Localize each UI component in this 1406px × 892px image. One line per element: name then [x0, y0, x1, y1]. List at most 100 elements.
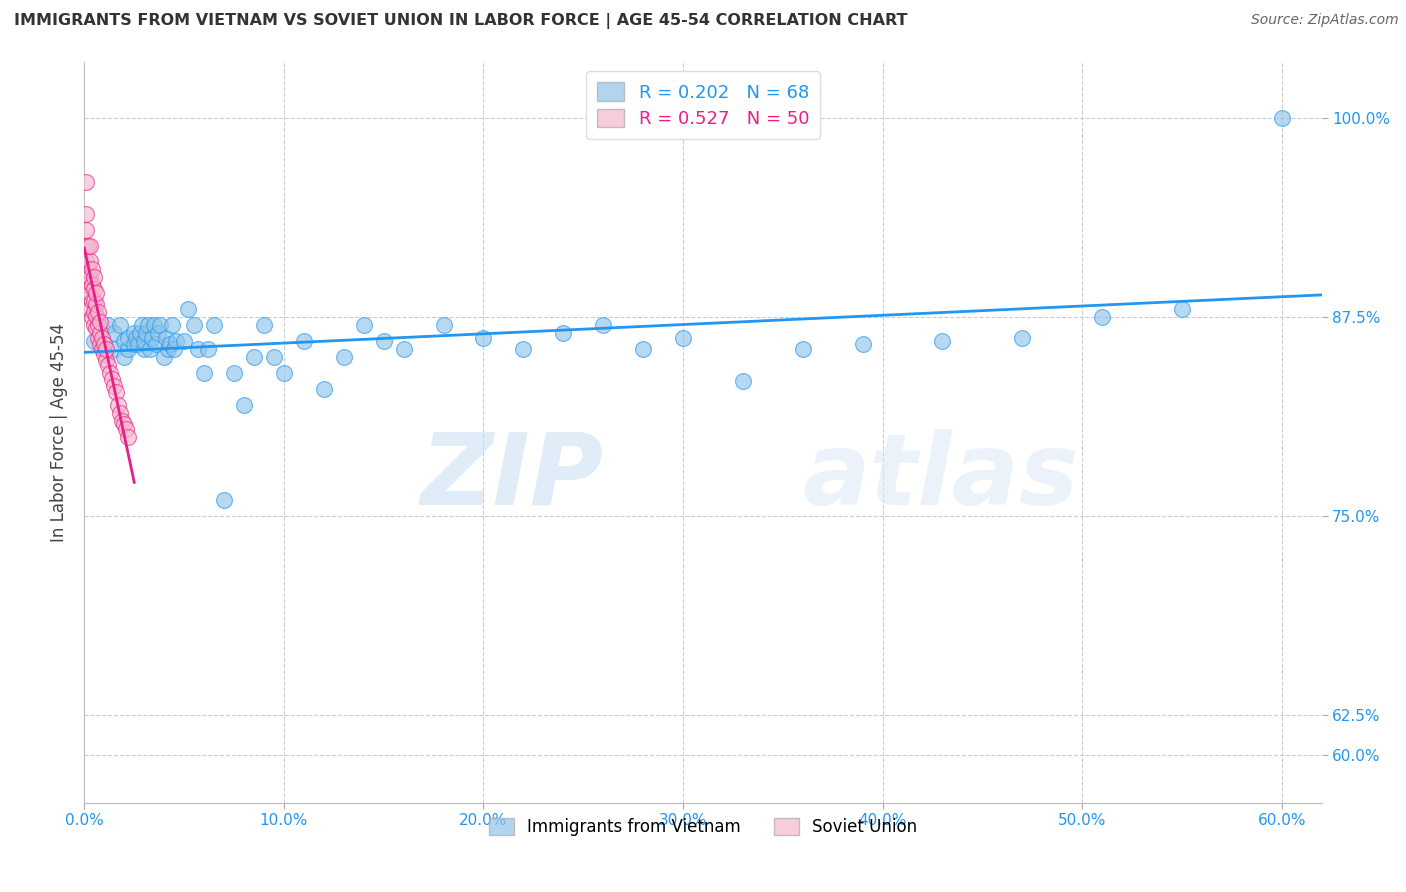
- Point: [75, 207, 97, 221]
- Point: [79, 302, 101, 317]
- Point: [83, 294, 105, 309]
- Point: [197, 342, 219, 356]
- Point: [77, 262, 100, 277]
- Point: [160, 318, 183, 333]
- Point: [82, 310, 104, 325]
- Point: [82, 294, 104, 309]
- Point: [1171, 302, 1194, 317]
- Point: [93, 337, 115, 351]
- Point: [792, 342, 814, 356]
- Point: [165, 334, 187, 348]
- Text: IMMIGRANTS FROM VIETNAM VS SOVIET UNION IN LABOR FORCE | AGE 45-54 CORRELATION C: IMMIGRANTS FROM VIETNAM VS SOVIET UNION …: [14, 13, 907, 29]
- Point: [136, 318, 159, 333]
- Point: [111, 414, 134, 428]
- Point: [110, 406, 132, 420]
- Point: [135, 326, 157, 340]
- Point: [159, 337, 181, 351]
- Point: [77, 278, 100, 293]
- Point: [112, 350, 135, 364]
- Point: [127, 337, 149, 351]
- Point: [83, 281, 105, 295]
- Point: [101, 372, 124, 386]
- Point: [1091, 310, 1114, 325]
- Point: [141, 331, 163, 345]
- Point: [86, 309, 108, 323]
- Point: [157, 342, 180, 356]
- Point: [193, 366, 215, 380]
- Point: [117, 342, 139, 356]
- Point: [149, 318, 172, 333]
- Point: [103, 326, 125, 340]
- Point: [112, 334, 135, 348]
- Point: [117, 331, 139, 345]
- Point: [83, 270, 105, 285]
- Point: [77, 238, 100, 252]
- Point: [129, 326, 152, 340]
- Point: [1271, 111, 1294, 125]
- Text: Source: ZipAtlas.com: Source: ZipAtlas.com: [1251, 13, 1399, 28]
- Point: [631, 342, 654, 356]
- Point: [233, 398, 256, 412]
- Point: [96, 353, 118, 368]
- Point: [134, 334, 156, 348]
- Point: [472, 331, 495, 345]
- Point: [155, 331, 177, 345]
- Point: [97, 318, 120, 333]
- Point: [292, 334, 315, 348]
- Point: [187, 342, 209, 356]
- Point: [79, 238, 101, 252]
- Legend: Immigrants from Vietnam, Soviet Union: Immigrants from Vietnam, Soviet Union: [482, 811, 924, 843]
- Point: [86, 321, 108, 335]
- Point: [103, 378, 125, 392]
- Point: [852, 337, 875, 351]
- Point: [373, 334, 395, 348]
- Point: [125, 331, 148, 345]
- Point: [212, 493, 235, 508]
- Point: [263, 350, 285, 364]
- Point: [79, 270, 101, 285]
- Point: [91, 331, 114, 345]
- Point: [75, 254, 97, 268]
- Point: [163, 342, 186, 356]
- Point: [87, 318, 110, 333]
- Point: [333, 350, 356, 364]
- Point: [83, 318, 105, 333]
- Point: [89, 315, 111, 329]
- Point: [1011, 331, 1033, 345]
- Point: [202, 318, 225, 333]
- Point: [97, 358, 120, 372]
- Point: [131, 318, 153, 333]
- Point: [553, 326, 575, 340]
- Text: ZIP: ZIP: [420, 428, 605, 525]
- Point: [82, 262, 104, 277]
- Point: [105, 384, 128, 399]
- Point: [93, 342, 115, 356]
- Point: [112, 417, 135, 431]
- Text: atlas: atlas: [801, 428, 1078, 525]
- Point: [243, 350, 266, 364]
- Point: [731, 374, 754, 388]
- Point: [103, 342, 125, 356]
- Point: [83, 305, 105, 319]
- Point: [173, 334, 195, 348]
- Point: [89, 326, 111, 340]
- Point: [139, 342, 162, 356]
- Point: [672, 331, 695, 345]
- Point: [512, 342, 534, 356]
- Point: [75, 238, 97, 252]
- Point: [153, 350, 176, 364]
- Point: [96, 342, 118, 356]
- Point: [222, 366, 245, 380]
- Point: [115, 422, 138, 436]
- Point: [148, 326, 170, 340]
- Point: [177, 302, 200, 317]
- Point: [79, 286, 101, 301]
- Point: [145, 337, 167, 351]
- Point: [75, 175, 97, 189]
- Point: [110, 318, 132, 333]
- Point: [143, 318, 166, 333]
- Y-axis label: In Labor Force | Age 45-54: In Labor Force | Age 45-54: [51, 323, 69, 542]
- Point: [122, 337, 145, 351]
- Point: [122, 326, 145, 340]
- Point: [107, 398, 129, 412]
